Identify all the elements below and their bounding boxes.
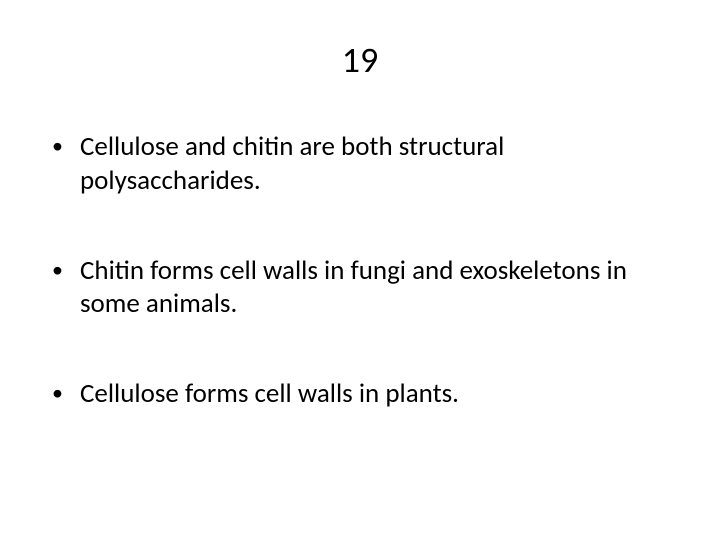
bullet-text: Cellulose and chitin are both structural…	[80, 130, 680, 198]
bullet-marker-icon: •	[52, 130, 80, 160]
bullet-marker-icon: •	[52, 254, 80, 284]
bullet-item: • Chitin forms cell walls in fungi and e…	[52, 254, 680, 322]
bullet-item: • Cellulose and chitin are both structur…	[52, 130, 680, 198]
bullet-item: • Cellulose forms cell walls in plants.	[52, 377, 680, 411]
slide-container: 19 • Cellulose and chitin are both struc…	[0, 0, 720, 540]
bullet-text: Cellulose forms cell walls in plants.	[80, 377, 680, 411]
bullet-marker-icon: •	[52, 377, 80, 407]
bullet-text: Chitin forms cell walls in fungi and exo…	[80, 254, 680, 322]
slide-content: • Cellulose and chitin are both structur…	[40, 130, 680, 411]
slide-title: 19	[40, 38, 680, 82]
